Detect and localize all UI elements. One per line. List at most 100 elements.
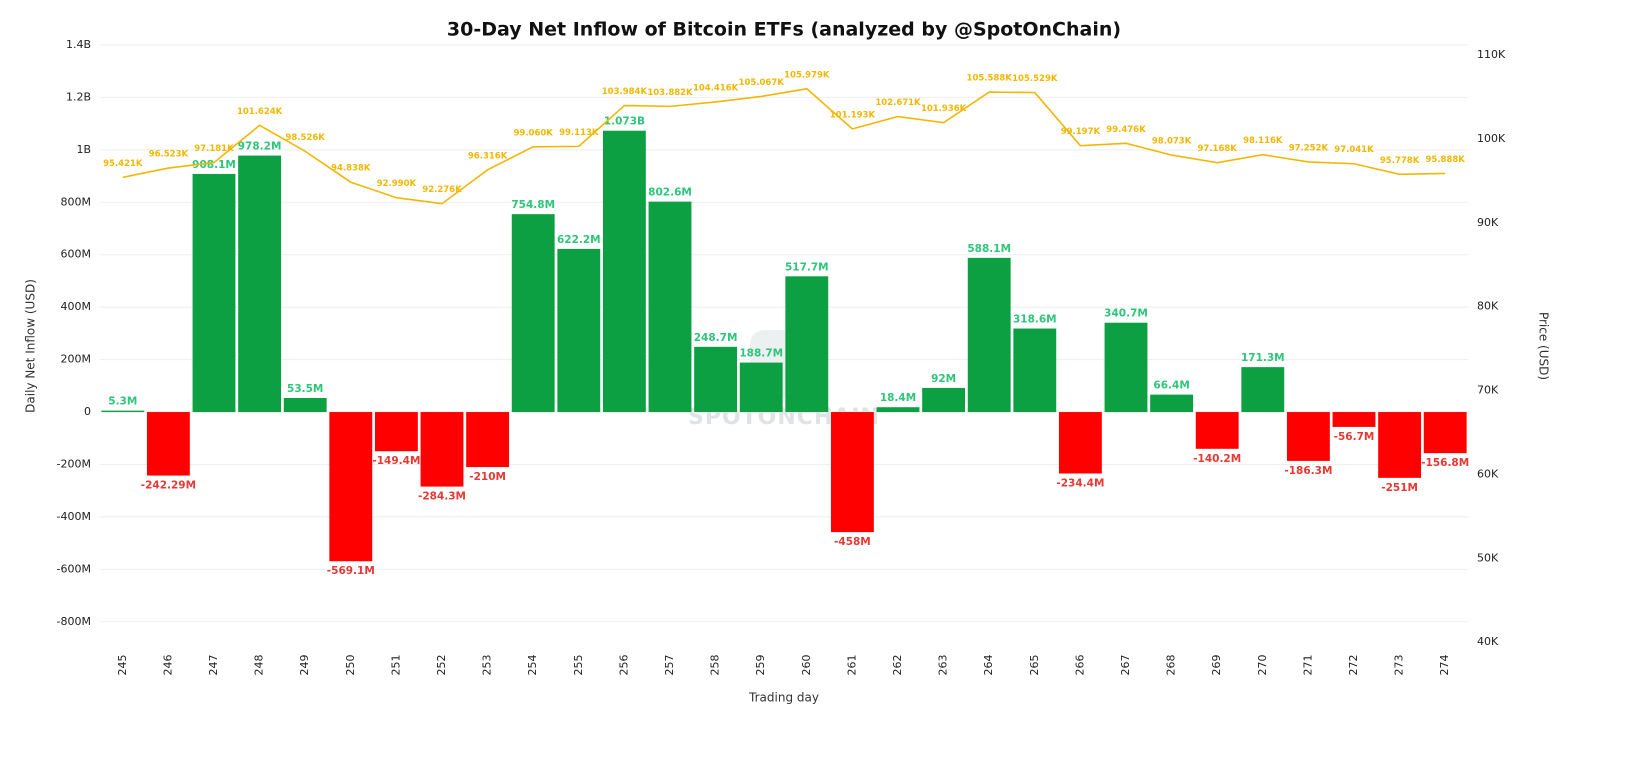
bar bbox=[785, 276, 829, 413]
price-label: 101.624K bbox=[237, 107, 283, 117]
price-label: 99.113K bbox=[559, 128, 599, 138]
price-label: 95.778K bbox=[1380, 156, 1420, 166]
y-tick-label: 1.4B bbox=[66, 38, 91, 51]
x-tick-label: 265 bbox=[1028, 655, 1041, 676]
bar bbox=[1195, 412, 1239, 449]
price-label: 105.979K bbox=[784, 70, 830, 80]
bar bbox=[1150, 394, 1194, 413]
bar-value-label: 53.5M bbox=[287, 383, 323, 395]
price-label: 95.421K bbox=[103, 159, 143, 169]
price-label: 94.838K bbox=[331, 164, 371, 174]
bar bbox=[1378, 412, 1422, 478]
x-tick-label: 247 bbox=[207, 655, 220, 676]
bar bbox=[101, 410, 145, 413]
y-tick-label: 1B bbox=[76, 143, 91, 156]
bar bbox=[602, 130, 646, 413]
bar bbox=[1423, 412, 1467, 454]
bar-value-label: -569.1M bbox=[327, 565, 375, 577]
bar bbox=[146, 412, 190, 476]
price-label: 92.276K bbox=[422, 185, 462, 195]
price-label: 92.990K bbox=[377, 179, 417, 189]
price-label: 101.936K bbox=[921, 104, 967, 114]
price-label: 105.067K bbox=[739, 78, 785, 88]
y-tick-label: -600M bbox=[57, 562, 91, 575]
y-tick-label: 400M bbox=[61, 300, 92, 313]
x-tick-label: 274 bbox=[1438, 655, 1451, 676]
x-tick-label: 272 bbox=[1347, 655, 1360, 676]
bar-value-label: 5.3M bbox=[108, 396, 137, 408]
x-tick-label: 253 bbox=[481, 655, 494, 676]
x-tick-label: 254 bbox=[526, 655, 539, 676]
price-label: 96.523K bbox=[149, 150, 189, 160]
y2-tick-label: 50K bbox=[1477, 551, 1499, 564]
bar-value-label: 622.2M bbox=[557, 234, 601, 246]
bar-value-label: -140.2M bbox=[1193, 453, 1241, 465]
bar-value-label: -210M bbox=[469, 471, 506, 483]
price-label: 99.197K bbox=[1061, 127, 1101, 137]
bar bbox=[1286, 412, 1330, 461]
y-tick-label: 1.2B bbox=[66, 90, 91, 103]
chart-title: 30-Day Net Inflow of Bitcoin ETFs (analy… bbox=[447, 19, 1121, 41]
bar bbox=[420, 412, 464, 487]
bar-value-label: 171.3M bbox=[1241, 352, 1285, 364]
price-label: 101.193K bbox=[830, 110, 876, 120]
bar-value-label: -186.3M bbox=[1284, 465, 1332, 477]
bar-value-label: 517.7M bbox=[785, 261, 829, 273]
x-tick-label: 245 bbox=[116, 655, 129, 676]
bar bbox=[739, 362, 783, 413]
price-label: 97.041K bbox=[1334, 145, 1374, 155]
x-tick-label: 258 bbox=[709, 655, 722, 676]
x-tick-label: 256 bbox=[617, 655, 630, 676]
y2-tick-label: 70K bbox=[1477, 384, 1499, 397]
y2-axis-title: Price (USD) bbox=[1537, 312, 1551, 380]
bar-value-label: 1.073B bbox=[604, 116, 645, 128]
price-line bbox=[122, 87, 1446, 205]
x-tick-label: 262 bbox=[891, 655, 904, 676]
bar-value-label: 588.1M bbox=[967, 243, 1011, 255]
price-label: 97.252K bbox=[1289, 143, 1329, 153]
bar bbox=[1332, 412, 1376, 427]
bar-value-label: -56.7M bbox=[1334, 431, 1375, 443]
x-tick-label: 271 bbox=[1301, 655, 1314, 676]
bar bbox=[511, 214, 555, 413]
x-tick-label: 267 bbox=[1119, 655, 1132, 676]
x-tick-label: 257 bbox=[663, 655, 676, 676]
bar-value-label: 908.1M bbox=[192, 159, 236, 171]
bar bbox=[830, 412, 874, 533]
bar bbox=[1013, 328, 1057, 413]
price-label: 97.168K bbox=[1198, 144, 1238, 154]
bar bbox=[1241, 367, 1285, 413]
x-tick-label: 269 bbox=[1210, 655, 1223, 676]
y-tick-label: 200M bbox=[61, 353, 92, 366]
price-label: 95.888K bbox=[1426, 155, 1466, 165]
price-label: 103.882K bbox=[647, 88, 693, 98]
y-tick-label: -200M bbox=[57, 457, 91, 470]
price-label: 98.073K bbox=[1152, 137, 1192, 147]
x-tick-label: 268 bbox=[1165, 655, 1178, 676]
x-tick-label: 270 bbox=[1256, 655, 1269, 676]
x-tick-label: 251 bbox=[389, 655, 402, 676]
x-tick-label: 255 bbox=[572, 655, 585, 676]
bar bbox=[967, 257, 1011, 413]
price-label: 99.476K bbox=[1106, 125, 1146, 135]
bar-value-label: -156.8M bbox=[1421, 457, 1469, 469]
x-tick-label: 252 bbox=[435, 655, 448, 676]
bar-value-label: 248.7M bbox=[694, 332, 738, 344]
price-label: 98.526K bbox=[286, 133, 326, 143]
x-tick-label: 273 bbox=[1393, 655, 1406, 676]
bar-value-label: -251M bbox=[1381, 482, 1418, 494]
price-label: 97.181K bbox=[194, 144, 234, 154]
x-tick-label: 264 bbox=[982, 655, 995, 676]
bar-value-label: 802.6M bbox=[648, 187, 692, 199]
bar-value-label: -284.3M bbox=[418, 491, 466, 503]
price-label: 105.529K bbox=[1012, 74, 1058, 84]
bar bbox=[283, 398, 327, 413]
bar bbox=[329, 412, 373, 562]
y-axis-title: Daily Net Inflow (USD) bbox=[24, 279, 38, 413]
y2-tick-label: 100K bbox=[1477, 132, 1506, 145]
x-tick-label: 248 bbox=[253, 655, 266, 676]
bar-value-label: -242.29M bbox=[141, 480, 196, 492]
price-label: 104.416K bbox=[693, 83, 739, 93]
x-tick-label: 246 bbox=[161, 655, 174, 676]
bar bbox=[466, 412, 510, 468]
